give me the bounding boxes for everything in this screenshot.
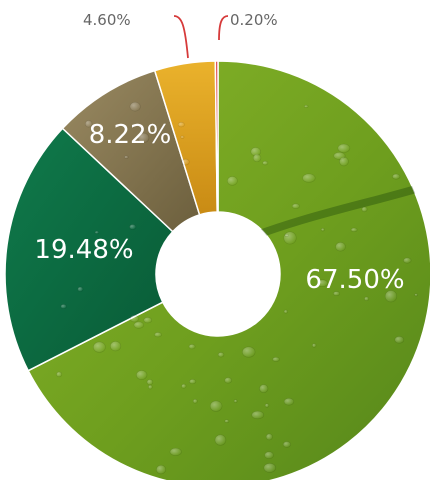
texture-bubble <box>181 158 190 166</box>
texture-bubble <box>156 464 167 475</box>
texture-bubble <box>146 379 154 386</box>
texture-bubble <box>188 344 196 350</box>
slice-67-50 <box>27 60 430 480</box>
texture-bubble <box>320 227 325 232</box>
slices-group <box>4 60 430 480</box>
texture-bubble <box>233 399 238 403</box>
texture-bubble <box>283 309 288 314</box>
data-label-4-60: 4.60% <box>83 11 131 29</box>
texture-bubble <box>251 410 265 420</box>
texture-bubble <box>282 441 291 448</box>
texture-bubble <box>129 101 141 112</box>
texture-bubble <box>77 286 84 292</box>
texture-bubble <box>392 173 401 180</box>
texture-bubble <box>264 403 270 408</box>
texture-bubble <box>317 279 329 287</box>
texture-bubble <box>224 419 230 423</box>
data-label-19-48: 19.48% <box>34 235 133 265</box>
texture-bubble <box>272 356 280 362</box>
texture-overlay <box>56 101 430 475</box>
texture-bubble <box>264 451 274 460</box>
texture-bubble <box>302 173 316 183</box>
texture-bubble <box>339 156 349 167</box>
texture-bubble <box>259 384 269 393</box>
texture-bubble <box>133 321 145 329</box>
data-label-8-22: 8.22% <box>89 120 172 150</box>
texture-bubble <box>181 383 187 389</box>
texture-bubble <box>283 231 297 245</box>
leader-line-0-20 <box>218 15 229 41</box>
texture-bubble <box>263 463 277 473</box>
texture-bubble <box>242 346 256 358</box>
texture-bubble <box>361 206 368 213</box>
texture-bubble <box>177 122 185 128</box>
texture-bubble <box>333 291 340 296</box>
texture-bubble <box>262 160 269 166</box>
data-label-67-50: 67.50% <box>305 265 404 295</box>
texture-bubble <box>56 371 63 378</box>
slice-19-48 <box>4 127 174 372</box>
texture-bubble <box>136 370 148 380</box>
texture-bubble <box>337 143 351 153</box>
slice-0-20 <box>214 60 219 213</box>
texture-bubble <box>60 304 67 309</box>
texture-bubble <box>124 155 129 159</box>
slice-8-22 <box>61 69 201 233</box>
texture-bubble <box>227 176 238 186</box>
texture-bubble <box>110 341 122 352</box>
texture-bubble <box>180 135 185 139</box>
leader-line-4-60 <box>173 15 189 59</box>
texture-bubble <box>84 120 93 128</box>
texture-bubble <box>335 242 346 252</box>
texture-bubble <box>384 290 398 303</box>
texture-bubble <box>148 384 153 390</box>
texture-bubble <box>126 249 132 253</box>
texture-bubble <box>224 377 233 384</box>
labels-group: 67.50% 19.48% 8.22% 4.60% 0.20% <box>34 11 404 295</box>
texture-bubble <box>189 379 197 385</box>
texture-bubble <box>350 227 358 233</box>
texture-bubble <box>252 153 262 163</box>
texture-bubble <box>214 434 227 446</box>
texture-bubble <box>283 397 295 406</box>
texture-bubble <box>394 336 405 344</box>
texture-bubble <box>265 433 273 441</box>
texture-bubble <box>143 317 153 324</box>
texture-bubble <box>403 257 412 264</box>
texture-bubble <box>364 296 370 302</box>
texture-bubble <box>217 352 225 358</box>
texture-bubble <box>169 447 182 456</box>
texture-bubble <box>304 104 309 108</box>
texture-bubble <box>154 332 162 338</box>
texture-bubble <box>312 343 317 348</box>
data-label-0-20: 0.20% <box>230 11 278 29</box>
texture-bubble <box>129 314 140 323</box>
texture-bubble <box>93 341 106 353</box>
texture-bubble <box>129 224 137 230</box>
texture-bubble <box>192 398 198 404</box>
texture-bubble <box>291 203 300 209</box>
texture-bubble <box>137 132 150 144</box>
texture-bubble <box>94 230 100 235</box>
texture-bubble <box>284 233 290 237</box>
texture-bubble <box>414 293 419 297</box>
texture-bubble <box>209 400 223 412</box>
